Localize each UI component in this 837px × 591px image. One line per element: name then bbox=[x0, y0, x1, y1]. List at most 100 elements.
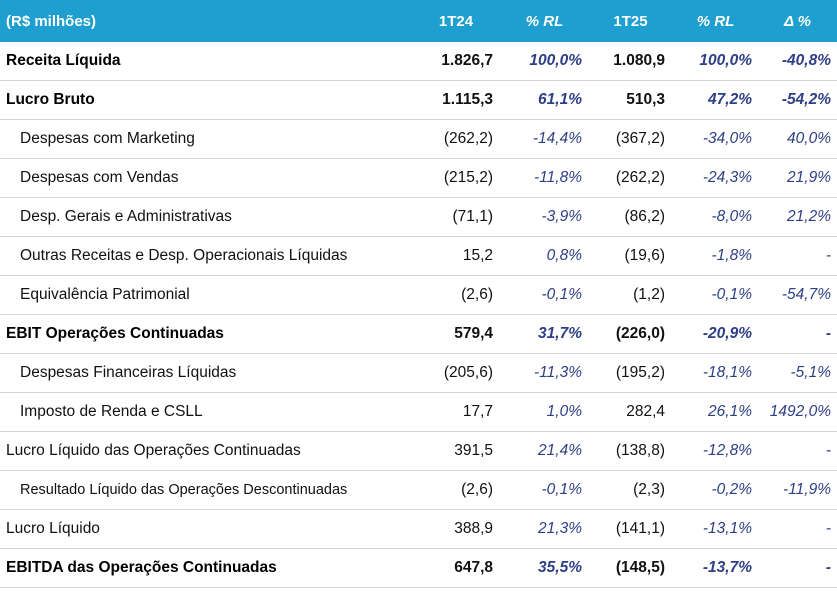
row-label: Equivalência Patrimonial bbox=[0, 275, 411, 315]
value-1t24: 15,2 bbox=[411, 236, 501, 276]
pct-rl-1t25: -24,3% bbox=[673, 158, 758, 198]
pct-rl-1t25: -12,8% bbox=[673, 431, 758, 471]
value-1t25: (2,3) bbox=[588, 470, 673, 510]
header-rl-1t24: % RL bbox=[501, 0, 588, 42]
pct-rl-1t25: -20,9% bbox=[673, 314, 758, 354]
delta-pct: 40,0% bbox=[758, 119, 837, 159]
pct-rl-1t24: -0,1% bbox=[501, 275, 588, 315]
pct-rl-1t25: -13,7% bbox=[673, 548, 758, 588]
row-label: Lucro Líquido das Operações Continuadas bbox=[0, 431, 411, 471]
row-label: EBIT Operações Continuadas bbox=[0, 314, 411, 354]
table-row: Equivalência Patrimonial (2,6) -0,1% (1,… bbox=[0, 275, 837, 315]
pct-rl-1t25: 26,1% bbox=[673, 392, 758, 432]
pct-rl-1t25: -0,2% bbox=[673, 470, 758, 510]
delta-pct: -40,8% bbox=[758, 42, 837, 81]
value-1t24: 391,5 bbox=[411, 431, 501, 471]
pct-rl-1t25: 100,0% bbox=[673, 42, 758, 81]
value-1t24: 579,4 bbox=[411, 314, 501, 354]
value-1t24: 17,7 bbox=[411, 392, 501, 432]
pct-rl-1t24: 35,5% bbox=[501, 548, 588, 588]
header-delta: Δ % bbox=[758, 0, 837, 42]
delta-pct: - bbox=[758, 509, 837, 549]
delta-pct: -11,9% bbox=[758, 470, 837, 510]
pct-rl-1t24: -14,4% bbox=[501, 119, 588, 159]
pct-rl-1t24: 21,3% bbox=[501, 509, 588, 549]
pct-rl-1t25: -34,0% bbox=[673, 119, 758, 159]
header-rl-1t25: % RL bbox=[673, 0, 758, 42]
delta-pct: 1492,0% bbox=[758, 392, 837, 432]
pct-rl-1t25: -18,1% bbox=[673, 353, 758, 393]
value-1t24: 1.115,3 bbox=[411, 80, 501, 120]
delta-pct: - bbox=[758, 314, 837, 354]
row-label: Despesas Financeiras Líquidas bbox=[0, 353, 411, 393]
value-1t24: 388,9 bbox=[411, 509, 501, 549]
table-row: Lucro Líquido 388,9 21,3% (141,1) -13,1%… bbox=[0, 509, 837, 549]
value-1t25: (148,5) bbox=[588, 548, 673, 588]
pct-rl-1t24: -3,9% bbox=[501, 197, 588, 237]
header-1t25: 1T25 bbox=[588, 0, 673, 42]
value-1t25: (141,1) bbox=[588, 509, 673, 549]
pct-rl-1t24: -11,3% bbox=[501, 353, 588, 393]
pct-rl-1t24: 21,4% bbox=[501, 431, 588, 471]
value-1t24: (205,6) bbox=[411, 353, 501, 393]
value-1t25: (226,0) bbox=[588, 314, 673, 354]
value-1t24: (2,6) bbox=[411, 275, 501, 315]
table-row: Imposto de Renda e CSLL 17,7 1,0% 282,4 … bbox=[0, 392, 837, 432]
row-label: Resultado Líquido das Operações Desconti… bbox=[0, 470, 411, 510]
value-1t25: (86,2) bbox=[588, 197, 673, 237]
delta-pct: - bbox=[758, 548, 837, 588]
pct-rl-1t24: -11,8% bbox=[501, 158, 588, 198]
delta-pct: 21,2% bbox=[758, 197, 837, 237]
delta-pct: -54,7% bbox=[758, 275, 837, 315]
table-row: Outras Receitas e Desp. Operacionais Líq… bbox=[0, 236, 837, 276]
row-label: Outras Receitas e Desp. Operacionais Líq… bbox=[0, 236, 411, 276]
table-row: Desp. Gerais e Administrativas (71,1) -3… bbox=[0, 197, 837, 237]
table-row: Resultado Líquido das Operações Desconti… bbox=[0, 470, 837, 510]
value-1t24: (215,2) bbox=[411, 158, 501, 198]
value-1t25: (19,6) bbox=[588, 236, 673, 276]
table-row: EBITDA das Operações Continuadas 647,8 3… bbox=[0, 548, 837, 588]
row-label: Desp. Gerais e Administrativas bbox=[0, 197, 411, 237]
delta-pct: - bbox=[758, 431, 837, 471]
value-1t25: 1.080,9 bbox=[588, 42, 673, 81]
delta-pct: -5,1% bbox=[758, 353, 837, 393]
value-1t25: (138,8) bbox=[588, 431, 673, 471]
value-1t25: (262,2) bbox=[588, 158, 673, 198]
value-1t24: (262,2) bbox=[411, 119, 501, 159]
table-row: Despesas com Marketing (262,2) -14,4% (3… bbox=[0, 119, 837, 159]
value-1t25: (1,2) bbox=[588, 275, 673, 315]
pct-rl-1t25: -1,8% bbox=[673, 236, 758, 276]
row-label: Receita Líquida bbox=[0, 42, 411, 81]
value-1t24: 647,8 bbox=[411, 548, 501, 588]
pct-rl-1t25: -8,0% bbox=[673, 197, 758, 237]
row-label: Lucro Bruto bbox=[0, 80, 411, 120]
table-row: Receita Líquida 1.826,7 100,0% 1.080,9 1… bbox=[0, 42, 837, 81]
header-row: (R$ milhões) 1T24 % RL 1T25 % RL Δ % bbox=[0, 0, 837, 42]
pct-rl-1t24: 0,8% bbox=[501, 236, 588, 276]
delta-pct: - bbox=[758, 236, 837, 276]
row-label: EBITDA das Operações Continuadas bbox=[0, 548, 411, 588]
header-label: (R$ milhões) bbox=[0, 0, 411, 42]
value-1t24: (71,1) bbox=[411, 197, 501, 237]
value-1t24: (2,6) bbox=[411, 470, 501, 510]
delta-pct: 21,9% bbox=[758, 158, 837, 198]
delta-pct: -54,2% bbox=[758, 80, 837, 120]
value-1t25: (367,2) bbox=[588, 119, 673, 159]
row-label: Lucro Líquido bbox=[0, 509, 411, 549]
pct-rl-1t25: 47,2% bbox=[673, 80, 758, 120]
value-1t25: 282,4 bbox=[588, 392, 673, 432]
table-row: Despesas Financeiras Líquidas (205,6) -1… bbox=[0, 353, 837, 393]
table-row: Lucro Bruto 1.115,3 61,1% 510,3 47,2% -5… bbox=[0, 80, 837, 120]
pct-rl-1t25: -13,1% bbox=[673, 509, 758, 549]
row-label: Imposto de Renda e CSLL bbox=[0, 392, 411, 432]
pct-rl-1t24: 61,1% bbox=[501, 80, 588, 120]
table-row: Despesas com Vendas (215,2) -11,8% (262,… bbox=[0, 158, 837, 198]
pct-rl-1t24: 100,0% bbox=[501, 42, 588, 81]
row-label: Despesas com Vendas bbox=[0, 158, 411, 198]
pct-rl-1t24: -0,1% bbox=[501, 470, 588, 510]
value-1t24: 1.826,7 bbox=[411, 42, 501, 81]
value-1t25: (195,2) bbox=[588, 353, 673, 393]
table-row: Lucro Líquido das Operações Continuadas … bbox=[0, 431, 837, 471]
table-row: EBIT Operações Continuadas 579,4 31,7% (… bbox=[0, 314, 837, 354]
